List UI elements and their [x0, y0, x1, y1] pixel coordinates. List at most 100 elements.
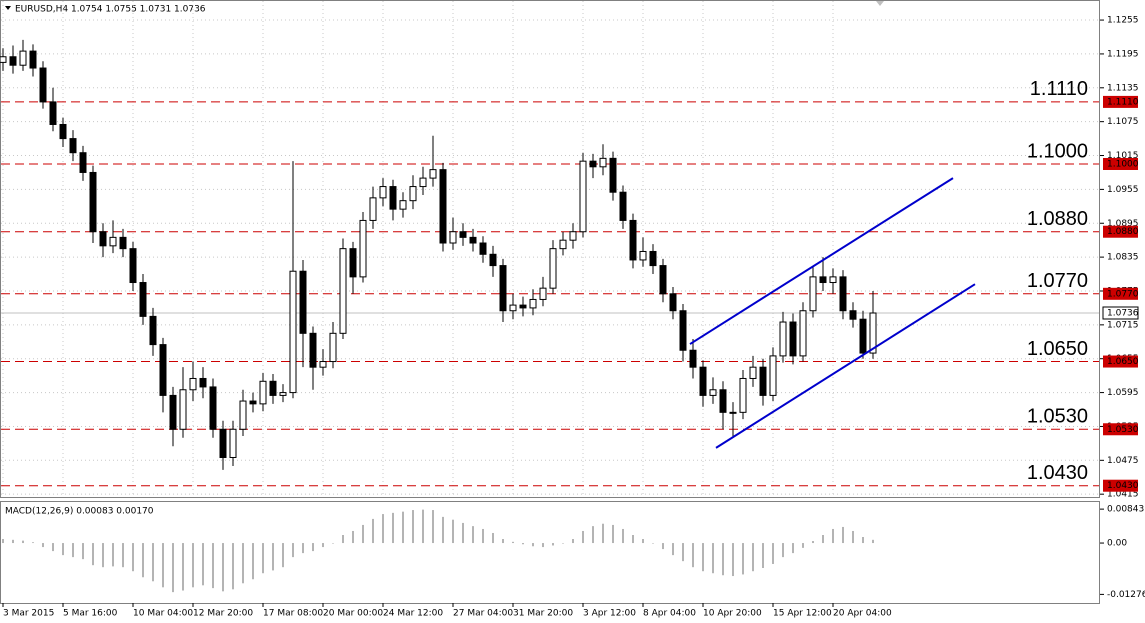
macd-bar: [172, 543, 174, 593]
x-tick-label: 24 Mar 12:00: [383, 609, 443, 619]
candle-body: [179, 389, 187, 430]
candle-body: [789, 321, 797, 357]
macd-bar: [202, 543, 204, 586]
candle-body: [709, 389, 717, 396]
x-tick-label: 3 Mar 2015: [3, 609, 54, 619]
candle-body: [869, 312, 877, 354]
candle-body: [379, 186, 387, 199]
macd-bar: [32, 542, 34, 544]
macd-bar: [82, 543, 84, 560]
macd-bar: [652, 543, 654, 544]
macd-bar: [42, 543, 44, 548]
candle-body: [549, 248, 557, 289]
candle-body: [849, 310, 857, 320]
level-tag-label: 1.0770: [1107, 289, 1139, 299]
level-label: 1.0530: [1027, 406, 1088, 428]
level-tag-label: 1.1000: [1107, 159, 1139, 169]
macd-bar: [582, 530, 584, 544]
channel-line: [715, 283, 976, 449]
x-tick-label: 10 Apr 20:00: [703, 609, 762, 619]
macd-bar: [462, 522, 464, 544]
candle-body: [339, 248, 347, 334]
candle-body: [289, 270, 297, 394]
candle-body: [679, 310, 687, 351]
y-tick-label: -0.01276: [1107, 590, 1145, 600]
macd-bar: [522, 543, 524, 545]
candle-body: [369, 197, 377, 221]
level-label: 1.0880: [1027, 208, 1088, 230]
macd-bar: [392, 512, 394, 544]
candle-body: [569, 231, 577, 241]
macd-bar: [762, 543, 764, 568]
level-tag: [1103, 355, 1138, 368]
y-tick-label: 1.0955: [1107, 185, 1139, 195]
y-tick-label: 1.1255: [1107, 16, 1139, 26]
candle-body: [499, 265, 507, 312]
macd-bar: [562, 543, 564, 544]
last-price-tag: [1102, 306, 1139, 320]
candle-body: [169, 394, 177, 430]
macd-bar: [242, 543, 244, 584]
macd-bar: [72, 543, 74, 558]
macd-bar: [532, 543, 534, 547]
macd-bar: [842, 526, 844, 544]
macd-bar: [862, 537, 864, 544]
macd-bar: [62, 543, 64, 556]
macd-bar: [742, 543, 744, 575]
macd-bar: [102, 543, 104, 568]
candle-body: [309, 332, 317, 368]
candle-body: [759, 366, 767, 396]
candle-body: [219, 428, 227, 458]
candle-body: [189, 377, 197, 391]
candle-body: [19, 50, 27, 66]
macd-bar: [52, 543, 54, 552]
macd-bar: [362, 524, 364, 544]
candle-body: [749, 366, 757, 379]
candle-body: [689, 349, 697, 368]
candle-body: [419, 177, 427, 188]
candle-body: [829, 276, 837, 284]
menu-arrow[interactable]: [5, 6, 11, 10]
macd-bar: [162, 543, 164, 588]
level-tag: [1103, 95, 1138, 108]
macd-bar: [12, 539, 14, 544]
macd-bar: [662, 543, 664, 550]
candle-body: [329, 332, 337, 363]
candle-body: [629, 219, 637, 261]
level-tag-label: 1.0530: [1107, 425, 1139, 435]
x-tick-label: 12 Mar 20:00: [193, 609, 253, 619]
candle-body: [529, 298, 537, 309]
macd-bar: [192, 543, 194, 588]
candle-body: [779, 321, 787, 357]
macd-bar: [2, 539, 4, 544]
candle-body: [119, 236, 127, 250]
level-tag-label: 1.1110: [1107, 97, 1139, 107]
y-tick-label: 1.0835: [1107, 253, 1139, 263]
macd-bar: [382, 514, 384, 544]
candle-body: [409, 186, 417, 202]
candle-body: [259, 380, 267, 405]
candle-body: [559, 239, 567, 250]
candle-body: [659, 265, 667, 295]
macd-bar: [292, 543, 294, 558]
shift-marker: [876, 1, 884, 6]
level-label: 1.0650: [1027, 338, 1088, 360]
macd-bar: [802, 543, 804, 548]
candle-body: [59, 123, 67, 140]
price-pane: [0, 0, 1100, 498]
x-tick-label: 20 Mar 00:00: [323, 609, 383, 619]
y-tick-label: 1.1015: [1107, 151, 1139, 161]
macd-bar: [302, 543, 304, 554]
macd-pane: [0, 501, 1100, 604]
y-tick-label: 1.1135: [1107, 83, 1139, 93]
candle-body: [519, 304, 527, 309]
macd-bar: [282, 543, 284, 568]
macd-bar: [152, 543, 154, 582]
macd-bar: [132, 543, 134, 572]
macd-bar: [822, 534, 824, 544]
candle-body: [619, 191, 627, 221]
y-tick-label: 0.00: [1107, 539, 1127, 549]
last-price-label: 1.0736: [1107, 308, 1139, 318]
candle-body: [359, 219, 367, 278]
